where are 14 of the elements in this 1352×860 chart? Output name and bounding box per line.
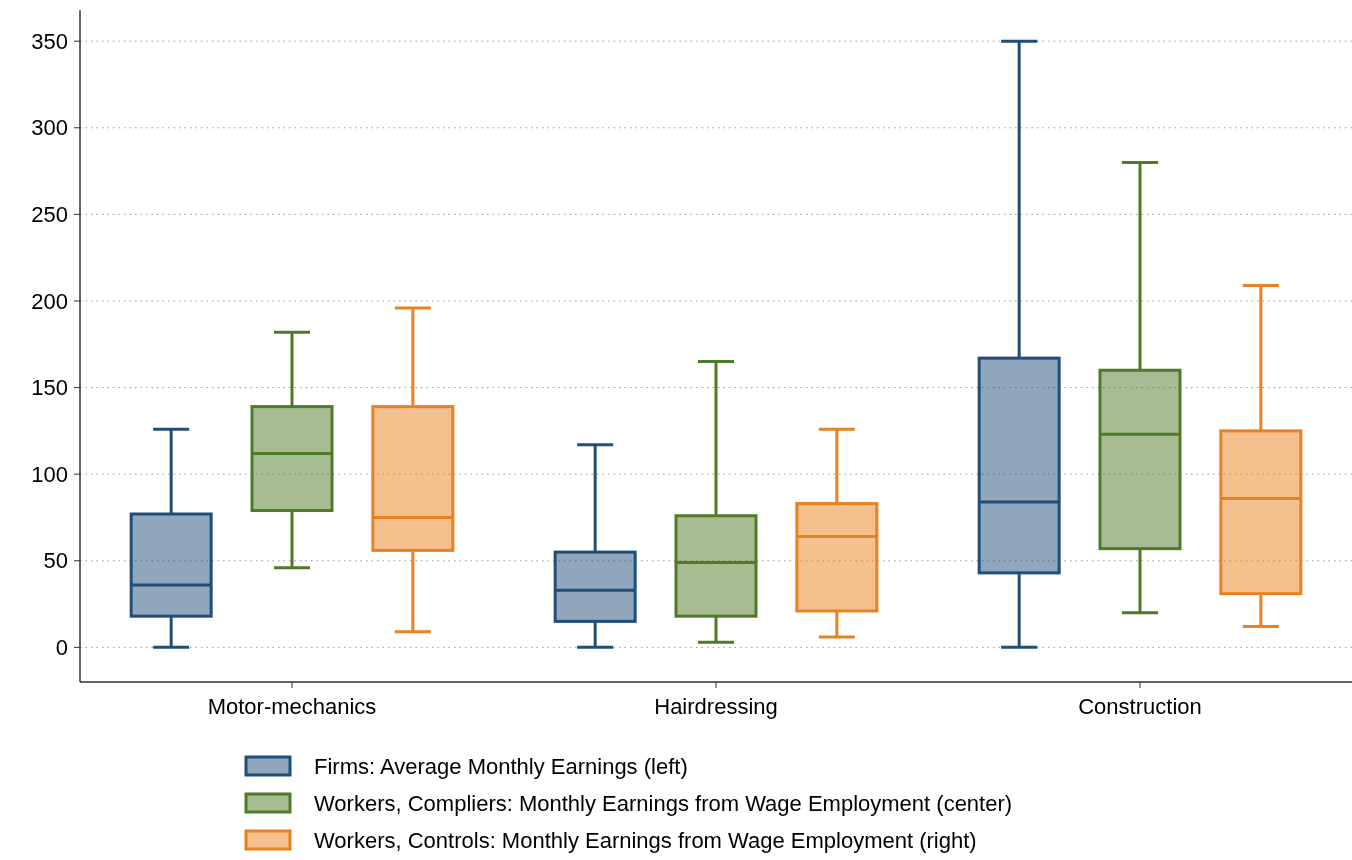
y-tick-label: 250	[31, 202, 68, 228]
y-tick-label: 50	[43, 548, 68, 574]
y-tick-label: 300	[31, 115, 68, 141]
y-tick-label: 100	[31, 461, 68, 487]
y-tick-label: 200	[31, 288, 68, 314]
y-tick-label: 150	[31, 375, 68, 401]
x-tick-label: Construction	[1078, 694, 1202, 719]
legend-label: Workers, Compliers: Monthly Earnings from Wage Employment (center)	[314, 790, 1013, 816]
legend-label: Workers, Controls: Monthly Earnings from Wage Employment (right)	[314, 827, 977, 853]
legend-label: Firms: Average Monthly Earnings (left)	[314, 753, 688, 779]
x-tick-label: Hairdressing	[654, 694, 778, 719]
x-tick-label: Motor-mechanics	[207, 694, 377, 719]
y-tick-label: 350	[31, 28, 68, 54]
y-tick-label: 0	[55, 635, 68, 661]
